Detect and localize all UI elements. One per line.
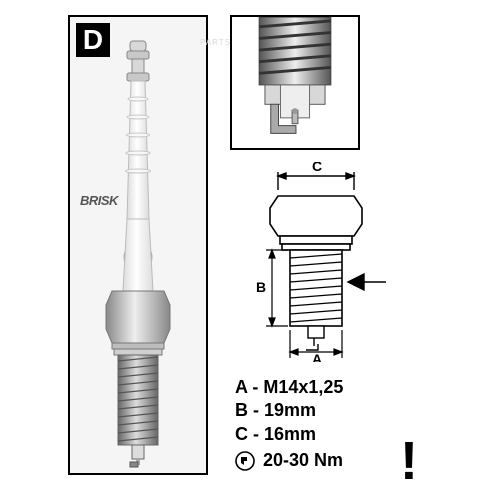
dim-label-a: A [312, 351, 322, 362]
main-illustration-panel: D [68, 15, 208, 475]
spark-plug-spec-card: D [0, 0, 500, 500]
tip-detail-illustration [232, 17, 358, 148]
brand-label: BRISK [80, 193, 118, 208]
dim-label-b: B [256, 279, 266, 295]
dim-label-c: C [312, 162, 322, 174]
dimension-diagram: C [236, 162, 406, 362]
spec-c-label: C [235, 424, 248, 444]
tip-detail-panel [230, 15, 360, 150]
spark-plug-main-illustration [98, 39, 178, 469]
attention-icon: ! [400, 430, 418, 492]
wrench-icon [235, 451, 255, 471]
spec-list: A - M14x1,25 B - 19mm C - 16mm [235, 376, 343, 446]
spec-b-label: B [235, 400, 248, 420]
spec-row-b: B - 19mm [235, 399, 343, 422]
spec-a-value: M14x1,25 [263, 377, 343, 397]
spec-row-a: A - M14x1,25 [235, 376, 343, 399]
spec-b-value: 19mm [264, 400, 316, 420]
torque-spec: 20-30 Nm [235, 450, 343, 471]
spec-row-c: C - 16mm [235, 423, 343, 446]
spec-c-value: 16mm [264, 424, 316, 444]
spec-a-label: A [235, 377, 247, 397]
torque-value: 20-30 Nm [263, 450, 343, 471]
